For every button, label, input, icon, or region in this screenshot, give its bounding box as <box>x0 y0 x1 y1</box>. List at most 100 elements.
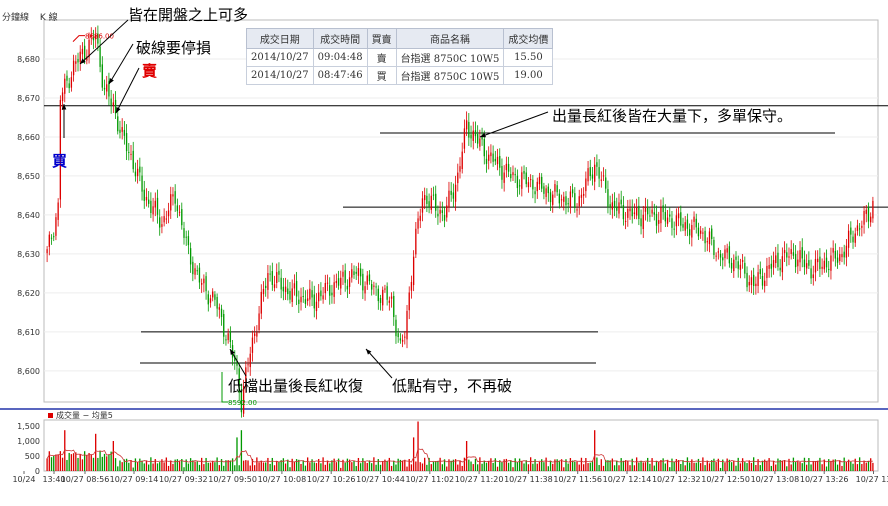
candle-body <box>322 295 324 300</box>
volume-bar <box>121 462 123 471</box>
candle-body <box>72 60 75 76</box>
volume-bar <box>386 461 388 471</box>
candle-body <box>291 288 293 302</box>
volume-bar <box>359 463 362 471</box>
volume-bar <box>198 464 201 471</box>
volume-bar <box>223 465 225 471</box>
candle-body <box>83 45 86 59</box>
volume-bar <box>348 459 351 471</box>
arrow-shaft <box>365 348 393 379</box>
volume-bar <box>134 458 137 471</box>
volume-bar <box>379 464 382 471</box>
candle-body <box>558 193 561 204</box>
volume-bar <box>638 462 640 471</box>
volume-bar <box>174 459 176 471</box>
volume-bar <box>315 463 318 471</box>
volume-bar <box>68 452 70 471</box>
volume-bar <box>72 453 75 471</box>
candle-body <box>123 129 126 136</box>
candle-body <box>306 298 309 301</box>
volume-bar <box>854 458 856 471</box>
candle-body <box>790 249 792 254</box>
volume-bar <box>435 461 437 471</box>
annotation-sell: 賣 <box>142 62 158 80</box>
interval-label[interactable]: 分鐘線 <box>2 13 30 23</box>
candle-body <box>629 208 631 212</box>
volume-bar <box>501 462 503 471</box>
candle-body <box>647 207 649 215</box>
volume-bar <box>845 461 848 471</box>
candle-body <box>834 250 837 259</box>
candle-body <box>77 59 79 63</box>
candle-body <box>753 274 755 287</box>
volume-bar <box>95 433 97 471</box>
volume-bar <box>432 461 435 471</box>
volume-bar <box>395 464 397 471</box>
candle-body <box>823 260 825 270</box>
candle-body <box>803 259 806 268</box>
volume-bar <box>850 461 852 471</box>
volume-bar <box>401 460 404 471</box>
trade-side: 買 <box>366 66 397 85</box>
volume-bar <box>554 459 556 471</box>
volume-bar <box>770 465 772 471</box>
kline-label[interactable]: K 線 <box>39 13 58 23</box>
volume-bar <box>647 457 649 471</box>
volume-bar <box>872 462 874 471</box>
candle-body <box>726 248 728 253</box>
col-price: 成交均價 <box>503 28 554 49</box>
candle-body <box>276 272 278 283</box>
candle-body <box>523 171 525 174</box>
candle-body <box>397 333 399 338</box>
volume-bar <box>55 454 57 471</box>
volume-bar <box>700 463 702 471</box>
volume-bar <box>580 457 583 471</box>
candle-body <box>620 199 622 205</box>
reference-lines <box>44 105 888 364</box>
col-date: 成交日期 <box>246 28 314 49</box>
volume-bar <box>794 461 797 471</box>
volume-bar <box>821 464 823 471</box>
volume-bar <box>90 454 92 471</box>
candle-body <box>185 236 187 238</box>
volume-bar <box>852 463 854 471</box>
candle-body <box>386 286 388 300</box>
min-marker-label: 8592.00 <box>228 399 257 407</box>
volume-bar <box>711 460 713 471</box>
volume-bar <box>101 456 103 471</box>
candle-body <box>713 239 715 256</box>
volume-bar <box>448 459 450 471</box>
volume-bar <box>75 452 77 471</box>
candle-body <box>724 249 726 259</box>
trade-product: 台指選 8750C 10W5 <box>395 66 505 85</box>
volume-bar <box>189 458 192 471</box>
volume-bar <box>192 460 194 471</box>
candle-body <box>340 277 342 289</box>
volume-bar <box>483 460 485 471</box>
volume-bar <box>77 457 79 471</box>
volume-bar <box>677 460 680 471</box>
price-tick-label: 8,620 <box>17 289 40 298</box>
volume-bar <box>481 463 483 471</box>
volume-bar <box>231 458 234 471</box>
volume-bar <box>660 459 662 471</box>
volume-bar <box>865 462 867 471</box>
candle-body <box>428 201 430 207</box>
volume-bar <box>428 457 430 471</box>
volume-bar <box>823 459 825 471</box>
candle-body <box>649 215 651 217</box>
volume-bar <box>342 459 344 471</box>
candle-body <box>472 130 474 141</box>
candle-body <box>761 275 764 286</box>
volume-bar <box>741 458 744 471</box>
volume-bar <box>293 461 296 471</box>
candle-body <box>799 250 801 263</box>
candle-body <box>119 129 121 133</box>
volume-bar <box>225 460 227 471</box>
volume-bar <box>675 459 678 471</box>
candle-body <box>344 270 346 283</box>
candle-body <box>870 216 872 223</box>
candle-body <box>856 225 859 231</box>
volume-bar <box>79 453 81 471</box>
volume-bar <box>671 458 673 471</box>
